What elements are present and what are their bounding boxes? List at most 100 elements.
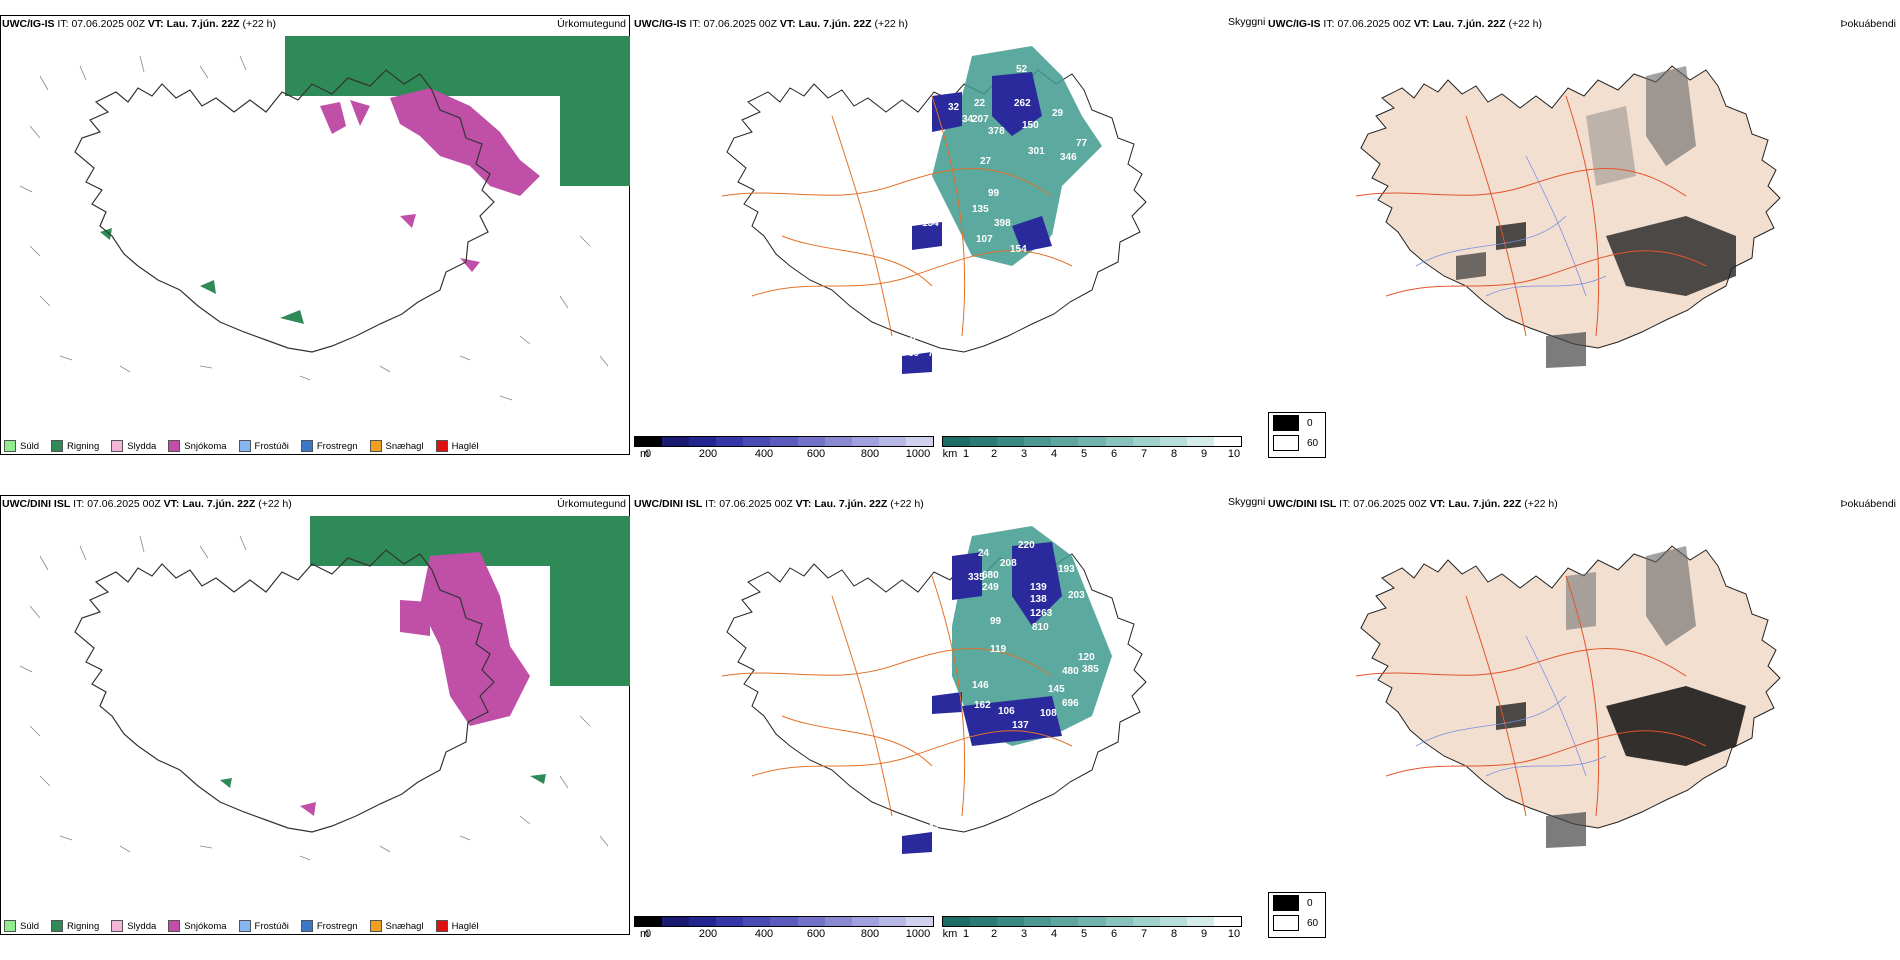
- panel-header: UWC/IG-IS IT: 07.06.2025 00Z VT: Lau. 7.…: [634, 18, 909, 30]
- svg-text:301: 301: [1028, 146, 1045, 157]
- svg-text:162: 162: [974, 700, 991, 711]
- legend-item: Súld: [4, 440, 39, 452]
- legend-item: Haglél: [435, 440, 479, 452]
- svg-text:29: 29: [1052, 108, 1064, 119]
- panel-title: Skyggni: [1228, 496, 1266, 508]
- svg-text:99: 99: [990, 616, 1002, 627]
- precip-map: [19, 516, 630, 861]
- svg-text:0: 0: [702, 214, 708, 225]
- svg-text:146: 146: [972, 680, 989, 691]
- panel-title: Úrkomutegund: [557, 498, 626, 510]
- panel-header: UWC/IG-IS IT: 07.06.2025 00Z VT: Lau. 7.…: [1268, 18, 1543, 30]
- legend-item: Snæhagl: [369, 920, 424, 932]
- svg-text:22: 22: [974, 98, 986, 109]
- svg-text:60: 60: [908, 348, 920, 359]
- svg-text:154: 154: [922, 218, 939, 229]
- legend-item: Snjókoma: [168, 920, 227, 932]
- svg-text:480: 480: [1062, 666, 1079, 677]
- svg-text:77: 77: [1076, 138, 1088, 149]
- svg-text:107: 107: [976, 234, 993, 245]
- panel-header: UWC/DINI ISL IT: 07.06.2025 00Z VT: Lau.…: [1268, 498, 1558, 510]
- svg-text:79: 79: [928, 348, 940, 359]
- visibility-m-colorbar: m 0 200 400 600 800 1000: [634, 436, 934, 462]
- svg-text:208: 208: [1000, 558, 1017, 569]
- svg-text:145: 145: [1048, 684, 1065, 695]
- visibility-map: 24 220 208 335 193 680 249 139 138 203 1…: [721, 526, 1147, 854]
- row1-fog-panel: UWC/IG-IS IT: 07.06.2025 00Z VT: Lau. 7.…: [1266, 0, 1900, 480]
- svg-text:696: 696: [1062, 698, 1079, 709]
- svg-text:680: 680: [982, 570, 999, 581]
- svg-text:346: 346: [1060, 152, 1077, 163]
- fog-map: [1355, 545, 1781, 848]
- svg-text:34: 34: [962, 114, 974, 125]
- svg-text:93: 93: [1050, 234, 1062, 245]
- legend-item: Frostúði: [238, 440, 289, 452]
- visibility-map: 52 32 22 262 207 34 378 150 29 301 346 7…: [702, 46, 1147, 374]
- legend-item: Haglél: [435, 920, 479, 932]
- visibility-m-colorbar: m 0 200 400 600 800 1000: [634, 916, 934, 942]
- map-frame: [0, 495, 630, 935]
- map-frame: [0, 15, 630, 455]
- svg-text:150: 150: [1022, 120, 1039, 131]
- svg-text:27: 27: [980, 156, 992, 167]
- svg-text:135: 135: [972, 204, 989, 215]
- precip-map: [19, 36, 630, 401]
- legend-item: Slydda: [111, 920, 156, 932]
- svg-text:249: 249: [982, 582, 999, 593]
- panel-title: Þokuábendi: [1840, 498, 1896, 510]
- svg-text:335: 335: [968, 572, 985, 583]
- row1-visibility-panel: UWC/IG-IS IT: 07.06.2025 00Z VT: Lau. 7.…: [632, 0, 1326, 480]
- panel-header: UWC/IG-IS IT: 07.06.2025 00Z VT: Lau. 7.…: [2, 18, 277, 30]
- svg-text:52: 52: [1016, 64, 1028, 75]
- row2-visibility-panel: UWC/DINI ISL IT: 07.06.2025 00Z VT: Lau.…: [632, 480, 1326, 960]
- visibility-km-colorbar: km 1 2 3 4 5 6 7 8 9 10: [942, 436, 1242, 462]
- svg-text:207: 207: [972, 114, 989, 125]
- svg-text:220: 220: [1018, 540, 1035, 551]
- svg-text:154: 154: [1010, 244, 1027, 255]
- svg-text:138: 138: [1030, 594, 1047, 605]
- svg-text:203: 203: [1068, 590, 1085, 601]
- panel-header: UWC/DINI ISL IT: 07.06.2025 00Z VT: Lau.…: [634, 498, 924, 510]
- legend-item: Snæhagl: [369, 440, 424, 452]
- row2-precip-panel: UWC/DINI ISL IT: 07.06.2025 00Z VT: Lau.…: [0, 480, 630, 960]
- legend-item: Rigning: [51, 920, 99, 932]
- row2-fog-panel: UWC/DINI ISL IT: 07.06.2025 00Z VT: Lau.…: [1266, 480, 1900, 960]
- svg-text:262: 262: [1014, 98, 1031, 109]
- legend-item: Slydda: [111, 440, 156, 452]
- svg-text:150: 150: [912, 694, 929, 705]
- svg-text:810: 810: [1032, 622, 1049, 633]
- svg-text:99: 99: [988, 188, 1000, 199]
- panel-title: Þokuábendi: [1840, 18, 1896, 30]
- svg-text:139: 139: [1030, 582, 1047, 593]
- svg-text:0: 0: [910, 334, 916, 345]
- precip-legend: Súld Rigning Slydda Snjókoma Frostúði Fr…: [4, 920, 479, 932]
- svg-text:120: 120: [1078, 652, 1095, 663]
- legend-item: Súld: [4, 920, 39, 932]
- svg-text:24: 24: [978, 548, 990, 559]
- legend-item: Rigning: [51, 440, 99, 452]
- svg-text:119: 119: [990, 644, 1007, 655]
- svg-text:63: 63: [854, 232, 866, 243]
- svg-text:398: 398: [994, 218, 1011, 229]
- panel-header: UWC/DINI ISL IT: 07.06.2025 00Z VT: Lau.…: [2, 498, 292, 510]
- svg-text:385: 385: [1082, 664, 1099, 675]
- svg-text:318: 318: [924, 320, 941, 331]
- precip-legend: Súld Rigning Slydda Snjókoma Frostúði Fr…: [4, 440, 479, 452]
- svg-text:32: 32: [948, 102, 960, 113]
- svg-text:39: 39: [928, 820, 940, 831]
- cover-legend: 0 60: [1268, 892, 1326, 938]
- svg-text:193: 193: [1058, 564, 1075, 575]
- legend-item: Frostregn: [300, 920, 358, 932]
- legend-item: Frostregn: [300, 440, 358, 452]
- svg-text:44: 44: [910, 824, 922, 835]
- row1-precip-panel: UWC/IG-IS IT: 07.06.2025 00Z VT: Lau. 7.…: [0, 0, 630, 480]
- visibility-km-colorbar: km 1 2 3 4 5 6 7 8 9 10: [942, 916, 1242, 942]
- legend-item: Frostúði: [238, 920, 289, 932]
- svg-text:108: 108: [1040, 708, 1057, 719]
- svg-text:378: 378: [988, 126, 1005, 137]
- legend-item: Snjókoma: [168, 440, 227, 452]
- svg-text:137: 137: [1012, 720, 1029, 731]
- svg-text:1263: 1263: [1030, 608, 1053, 619]
- panel-title: Úrkomutegund: [557, 18, 626, 30]
- panel-title: Skyggni: [1228, 16, 1266, 28]
